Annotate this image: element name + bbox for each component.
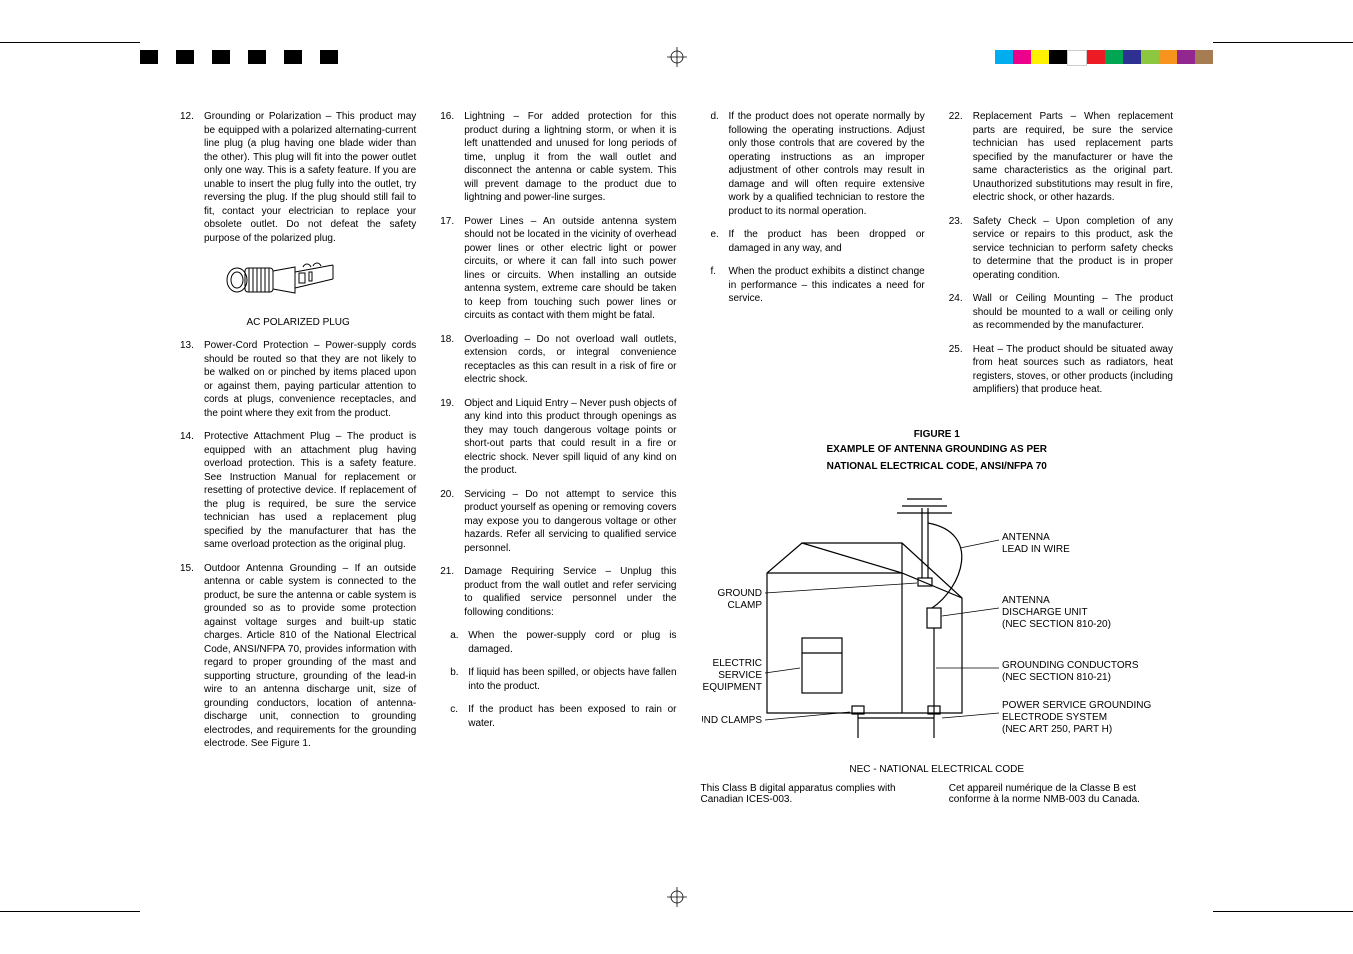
list-item: 13. Power-Cord Protection – Power-supply… [180, 339, 416, 420]
figure-subtitle: EXAMPLE OF ANTENNA GROUNDING AS PER [701, 444, 1174, 455]
list-item: 14. Protective Attachment Plug – The pro… [180, 430, 416, 552]
density-bars-left [140, 50, 338, 64]
item-text: Replacement Parts – When replacement par… [973, 110, 1173, 205]
item-number: f. [711, 265, 729, 306]
item-text: Power-Cord Protection – Power-supply cor… [204, 339, 416, 420]
item-number: 20. [440, 488, 464, 556]
list-item: d. If the product does not operate norma… [701, 110, 925, 218]
column-2: 16. Lightning – For added protection for… [440, 110, 676, 844]
svg-text:ANTENNADISCHARGE UNIT(NEC SECT: ANTENNADISCHARGE UNIT(NEC SECTION 810-20… [1002, 595, 1111, 630]
registration-mark-top-icon [667, 47, 687, 67]
item-number: 17. [440, 215, 464, 323]
list-item: e. If the product has been dropped or da… [701, 228, 925, 255]
item-number: 13. [180, 339, 204, 420]
item-number: 14. [180, 430, 204, 552]
svg-text:GROUND CLAMPS: GROUND CLAMPS [702, 715, 762, 726]
list-item: 20. Servicing – Do not attempt to servic… [440, 488, 676, 556]
svg-text:GROUNDCLAMP: GROUNDCLAMP [717, 588, 762, 611]
item-number: a. [450, 629, 468, 656]
column-4: 22. Replacement Parts – When replacement… [949, 110, 1173, 407]
item-number: b. [450, 666, 468, 693]
item-number: d. [711, 110, 729, 218]
list-item: b. If liquid has been spilled, or object… [440, 666, 676, 693]
column-3: d. If the product does not operate norma… [701, 110, 925, 407]
item-text: Overloading – Do not overload wall outle… [464, 333, 676, 387]
item-text: Heat – The product should be situated aw… [973, 343, 1173, 397]
item-number: e. [711, 228, 729, 255]
list-item: 23. Safety Check – Upon completion of an… [949, 215, 1173, 283]
columns-3-4: d. If the product does not operate norma… [701, 110, 1174, 844]
list-item: 22. Replacement Parts – When replacement… [949, 110, 1173, 205]
item-number: c. [450, 703, 468, 730]
item-text: Object and Liquid Entry – Never push obj… [464, 397, 676, 478]
polarized-plug-icon [223, 255, 373, 305]
list-item: 25. Heat – The product should be situate… [949, 343, 1173, 397]
plug-caption: AC POLARIZED PLUG [180, 316, 416, 330]
item-text: When the power-supply cord or plug is da… [468, 629, 676, 656]
list-item: 24. Wall or Ceiling Mounting – The produ… [949, 292, 1173, 333]
svg-text:POWER SERVICE GROUNDINGELECTRO: POWER SERVICE GROUNDINGELECTRODE SYSTEM(… [1002, 700, 1151, 735]
footnote-en: This Class B digital apparatus complies … [701, 783, 925, 805]
item-number: 15. [180, 562, 204, 751]
item-number: 24. [949, 292, 973, 333]
list-item: 17. Power Lines – An outside antenna sys… [440, 215, 676, 323]
list-item: 18. Overloading – Do not overload wall o… [440, 333, 676, 387]
item-number: 18. [440, 333, 464, 387]
item-text: Safety Check – Upon completion of any se… [973, 215, 1173, 283]
footnote-fr: Cet appareil numérique de la Classe B es… [949, 783, 1173, 805]
item-text: When the product exhibits a distinct cha… [729, 265, 925, 306]
item-text: Servicing – Do not attempt to service th… [464, 488, 676, 556]
item-number: 16. [440, 110, 464, 205]
list-item: 12. Grounding or Polarization – This pro… [180, 110, 416, 245]
list-item: f. When the product exhibits a distinct … [701, 265, 925, 306]
item-number: 21. [440, 565, 464, 619]
column-1: 12. Grounding or Polarization – This pro… [180, 110, 416, 844]
item-text: Protective Attachment Plug – The product… [204, 430, 416, 552]
color-bars-right [995, 50, 1213, 66]
list-item: 19. Object and Liquid Entry – Never push… [440, 397, 676, 478]
figure-1: FIGURE 1 EXAMPLE OF ANTENNA GROUNDING AS… [701, 411, 1174, 845]
svg-text:ELECTRICSERVICEEQUIPMENT: ELECTRICSERVICEEQUIPMENT [702, 658, 762, 693]
item-number: 25. [949, 343, 973, 397]
item-number: 22. [949, 110, 973, 205]
item-text: Lightning – For added protection for thi… [464, 110, 676, 205]
item-text: If the product does not operate normally… [729, 110, 925, 218]
item-number: 12. [180, 110, 204, 245]
list-item: 21. Damage Requiring Service – Unplug th… [440, 565, 676, 619]
item-text: Damage Requiring Service – Unplug this p… [464, 565, 676, 619]
item-text: If liquid has been spilled, or objects h… [468, 666, 676, 693]
figure-subtitle: NATIONAL ELECTRICAL CODE, ANSI/NFPA 70 [701, 461, 1174, 472]
svg-text:GROUNDING CONDUCTORS(NEC SECTI: GROUNDING CONDUCTORS(NEC SECTION 810-21) [1002, 660, 1139, 683]
page-content: 12. Grounding or Polarization – This pro… [180, 110, 1173, 844]
item-text: Wall or Ceiling Mounting – The product s… [973, 292, 1173, 333]
nec-caption: NEC - NATIONAL ELECTRICAL CODE [701, 764, 1174, 775]
list-item: a. When the power-supply cord or plug is… [440, 629, 676, 656]
figure-title: FIGURE 1 [701, 429, 1174, 440]
plug-figure [180, 255, 416, 310]
item-text: If the product has been exposed to rain … [468, 703, 676, 730]
compliance-footnote: This Class B digital apparatus complies … [701, 783, 1174, 805]
item-text: If the product has been dropped or damag… [729, 228, 925, 255]
list-item: 16. Lightning – For added protection for… [440, 110, 676, 205]
registration-mark-bottom-icon [667, 887, 687, 907]
item-text: Grounding or Polarization – This product… [204, 110, 416, 245]
list-item: c. If the product has been exposed to ra… [440, 703, 676, 730]
antenna-grounding-diagram: GROUNDCLAMP ELECTRICSERVICEEQUIPMENT GRO… [702, 478, 1172, 758]
item-text: Outdoor Antenna Grounding – If an outsid… [204, 562, 416, 751]
list-item: 15. Outdoor Antenna Grounding – If an ou… [180, 562, 416, 751]
item-number: 19. [440, 397, 464, 478]
item-text: Power Lines – An outside antenna system … [464, 215, 676, 323]
item-number: 23. [949, 215, 973, 283]
svg-text:ANTENNALEAD IN WIRE: ANTENNALEAD IN WIRE [1002, 532, 1070, 555]
